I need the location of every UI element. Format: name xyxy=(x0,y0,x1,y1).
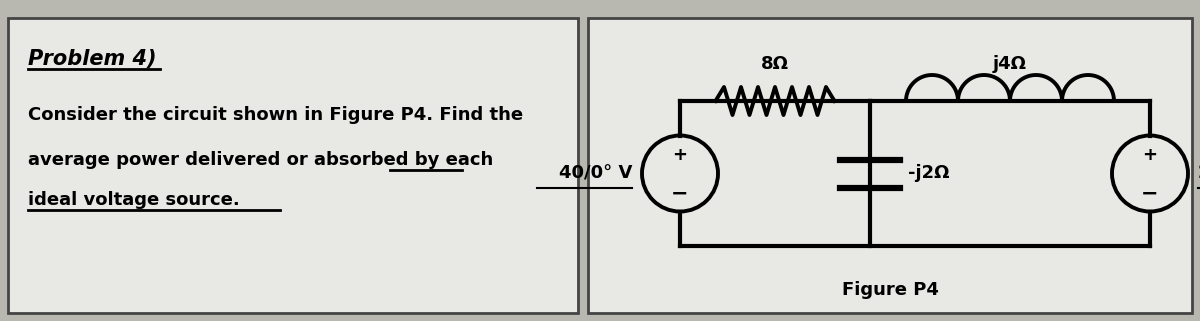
Text: −: − xyxy=(671,183,689,203)
Text: ideal voltage source.: ideal voltage source. xyxy=(28,191,240,209)
Text: Consider the circuit shown in Figure P4. Find the: Consider the circuit shown in Figure P4.… xyxy=(28,106,523,124)
Text: j4Ω: j4Ω xyxy=(994,55,1027,73)
Text: 8Ω: 8Ω xyxy=(761,55,790,73)
Text: Figure P4: Figure P4 xyxy=(841,281,938,299)
Text: +: + xyxy=(1142,146,1158,164)
Text: 20/90° V: 20/90° V xyxy=(1198,164,1200,183)
Text: average power delivered or absorbed by each: average power delivered or absorbed by e… xyxy=(28,151,493,169)
FancyBboxPatch shape xyxy=(8,18,578,313)
Text: -j2Ω: -j2Ω xyxy=(908,164,949,183)
Text: +: + xyxy=(672,146,688,164)
Text: 40/0° V: 40/0° V xyxy=(559,164,632,183)
Text: Problem 4): Problem 4) xyxy=(28,49,156,69)
Text: −: − xyxy=(1141,183,1159,203)
FancyBboxPatch shape xyxy=(588,18,1192,313)
